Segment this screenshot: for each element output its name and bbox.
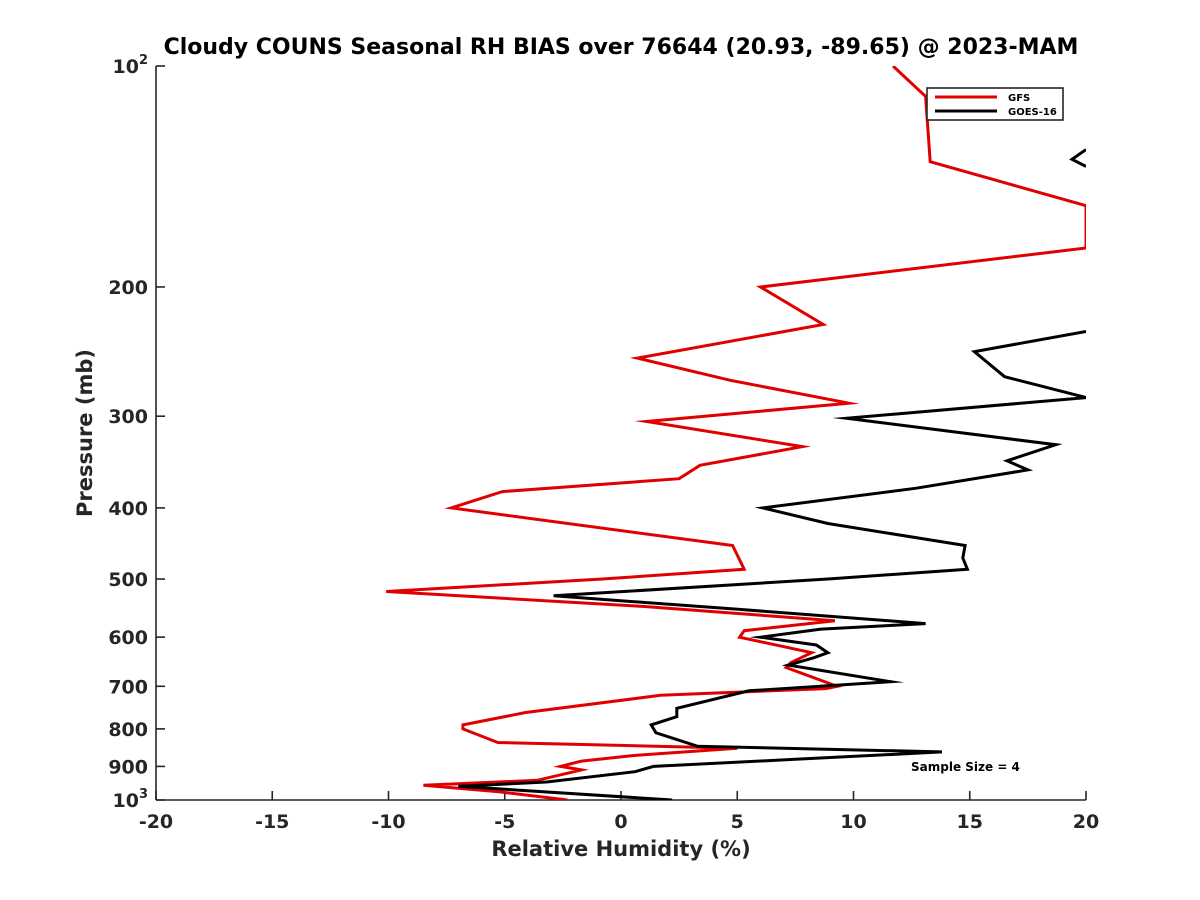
series-layer — [386, 66, 1086, 800]
legend-label-goes-16: GOES-16 — [1008, 107, 1057, 118]
series-line-goes-16 — [458, 330, 1086, 800]
x-tick-label: -20 — [139, 811, 173, 833]
x-axis-label: Relative Humidity (%) — [491, 837, 750, 861]
y-tick-label: 200 — [108, 277, 148, 299]
y-tick-label: 300 — [108, 406, 148, 428]
y-tick-label: 600 — [108, 627, 148, 649]
x-tick-label: -10 — [371, 811, 405, 833]
series-line-gfs — [386, 66, 1086, 800]
y-tick-label: 103 — [113, 787, 149, 812]
legend: GFS GOES-16 — [926, 87, 1064, 121]
y-tick-label: 400 — [108, 498, 148, 520]
x-tick-label: 20 — [1073, 811, 1099, 833]
sample-size-annotation: Sample Size = 4 — [911, 760, 1020, 774]
x-tick-label: -15 — [255, 811, 289, 833]
legend-label-gfs: GFS — [1008, 93, 1030, 104]
x-tick-label: 5 — [731, 811, 744, 833]
chart-title: Cloudy COUNS Seasonal RH BIAS over 76644… — [164, 35, 1079, 60]
x-tick-label: 0 — [614, 811, 627, 833]
x-tick-label: 15 — [957, 811, 983, 833]
axes: -20 -15 -10 -5 0 5 10 15 20 102 200 300 400 500 600 700… — [108, 53, 1099, 833]
y-tick-label: 500 — [108, 569, 148, 591]
y-tick-label: 900 — [108, 756, 148, 778]
series-line-goes-16 — [1069, 148, 1086, 168]
legend-box — [926, 87, 1064, 121]
x-tick-label: 10 — [840, 811, 866, 833]
y-tick-label: 102 — [113, 53, 149, 78]
y-tick-label: 700 — [108, 676, 148, 698]
y-tick-label: 800 — [108, 719, 148, 741]
y-axis-label: Pressure (mb) — [73, 349, 97, 517]
x-tick-label: -5 — [494, 811, 515, 833]
